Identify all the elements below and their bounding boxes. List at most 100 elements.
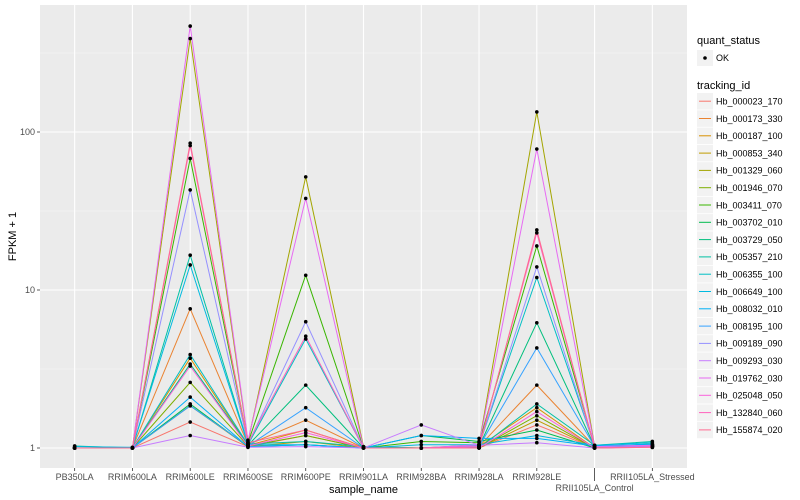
data-point: [535, 402, 539, 406]
data-point: [303, 418, 308, 422]
x-tick-label: RRIM928BA: [396, 472, 446, 482]
data-point: [592, 446, 597, 450]
x-tick-label: RRIM600LE: [166, 472, 215, 482]
data-point: [535, 405, 539, 410]
data-point: [477, 436, 481, 441]
data-point: [419, 423, 424, 427]
legend-label: Hb_000853_340: [716, 148, 783, 158]
data-point: [303, 433, 308, 438]
data-point: [419, 442, 424, 447]
legend-label: Hb_009189_090: [716, 339, 783, 349]
x-tick-label: RRIM928LE: [512, 472, 561, 482]
data-point: [535, 423, 539, 427]
legend-label: Hb_003702_010: [716, 218, 783, 228]
legend-label: Hb_006355_100: [716, 270, 783, 280]
legend-label: Hb_000187_100: [716, 131, 783, 141]
legend-label: Hb_000023_170: [716, 97, 783, 107]
data-point: [361, 446, 366, 450]
data-point: [535, 428, 539, 432]
data-point: [188, 188, 192, 192]
data-point: [535, 436, 539, 441]
data-point: [303, 383, 308, 387]
data-point: [535, 409, 539, 414]
legend-label: Hb_005357_210: [716, 252, 783, 262]
legend-label: Hb_000173_330: [716, 114, 783, 124]
legend-title-quant-status: quant_status: [697, 35, 760, 47]
data-point: [303, 444, 308, 449]
x-tick-label: RRII105LA_Control: [556, 483, 634, 493]
data-point: [535, 228, 539, 232]
legend-label: Hb_001946_070: [716, 183, 783, 193]
data-point: [188, 420, 192, 424]
data-point: [477, 439, 481, 444]
data-point: [650, 445, 655, 450]
data-point: [535, 413, 539, 418]
data-point: [535, 110, 539, 114]
data-point: [188, 395, 192, 399]
data-point: [303, 428, 308, 432]
data-point: [188, 356, 192, 361]
data-point: [303, 319, 308, 324]
legend-label: Hb_009293_030: [716, 356, 783, 366]
legend-label: Hb_132840_060: [716, 408, 783, 418]
y-tick-label: 100: [20, 127, 35, 137]
legend-label: Hb_003411_070: [716, 200, 782, 210]
data-point: [188, 253, 192, 258]
legend: quant_status OK tracking_id Hb_000023_170 Hb…: [697, 35, 783, 439]
legend-label: Hb_008195_100: [716, 321, 783, 331]
data-point: [188, 156, 192, 161]
data-point: [535, 321, 539, 325]
x-tick-label: RRIM600SE: [223, 472, 273, 482]
x-tick-label: PB350LA: [56, 472, 94, 482]
y-tick-label: 1: [30, 443, 35, 453]
x-tick-label: RRIM600PE: [281, 472, 331, 482]
y-axis-title: FPKM + 1: [7, 212, 19, 261]
data-point: [535, 440, 539, 445]
data-point: [535, 346, 539, 350]
legend-label: Hb_019762_030: [716, 373, 783, 383]
x-tick-label: RRIM928LA: [455, 472, 504, 482]
data-point: [188, 24, 192, 28]
data-point: [188, 403, 192, 408]
data-point: [303, 439, 308, 444]
data-point: [303, 405, 308, 410]
data-point: [535, 244, 539, 248]
data-point: [188, 307, 192, 311]
data-point: [130, 446, 135, 450]
legend-label: Hb_155874_020: [716, 425, 783, 435]
data-point: [72, 446, 77, 450]
data-point: [535, 265, 539, 269]
data-point: [188, 433, 192, 438]
data-point: [303, 334, 308, 339]
legend-label: Hb_006649_100: [716, 287, 783, 297]
data-point: [303, 273, 308, 278]
legend-key-point: [703, 56, 707, 60]
legend-label: Hb_001329_060: [716, 166, 783, 176]
data-point: [246, 444, 250, 448]
legend-title-tracking-id: tracking_id: [697, 80, 750, 92]
data-point: [188, 263, 192, 267]
x-tick-label: RRIM600LA: [108, 472, 157, 482]
data-point: [303, 430, 308, 435]
legend-label: OK: [716, 53, 729, 63]
x-axis-title: sample_name: [329, 484, 398, 496]
data-point: [419, 439, 424, 444]
legend-label: Hb_003729_050: [716, 235, 783, 245]
data-point: [535, 147, 539, 151]
data-point: [246, 438, 250, 443]
data-point: [535, 231, 539, 235]
x-tick-label: RRIM901LA: [339, 472, 388, 482]
data-point: [535, 418, 539, 422]
data-point: [188, 364, 192, 368]
data-point: [303, 337, 308, 341]
data-point: [477, 446, 481, 450]
data-point: [188, 141, 192, 145]
data-point: [535, 383, 539, 387]
legend-label: Hb_008032_010: [716, 304, 783, 314]
data-point: [188, 352, 192, 357]
data-point: [303, 175, 308, 179]
data-point: [419, 446, 424, 450]
data-point: [246, 440, 250, 445]
legend-label: Hb_025048_050: [716, 391, 783, 401]
